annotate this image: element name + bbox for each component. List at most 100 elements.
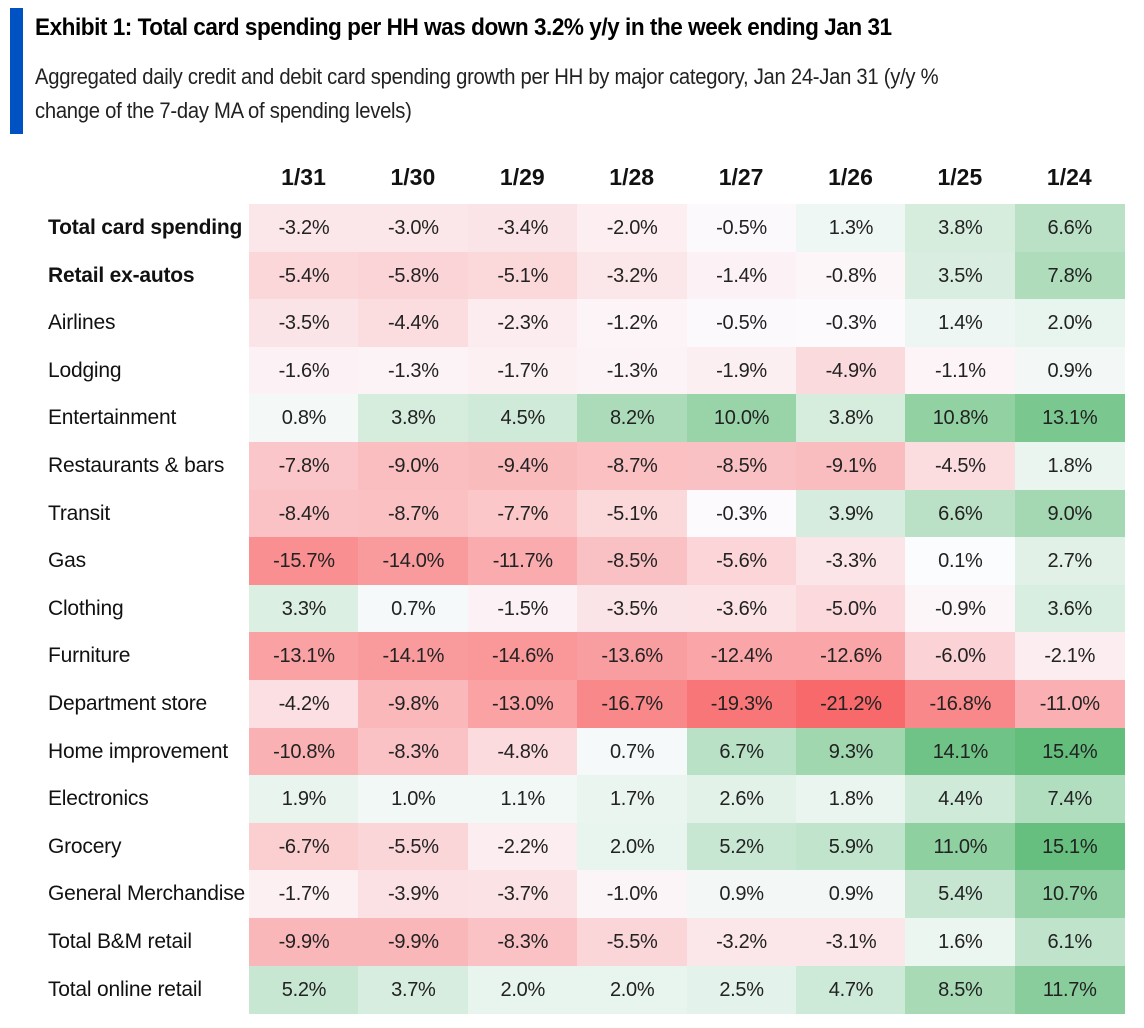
- row-label: Lodging: [48, 358, 122, 382]
- heatmap-cell: -3.6%: [686, 584, 797, 633]
- heatmap-cell: -1.9%: [686, 346, 797, 395]
- heatmap-cell: -0.5%: [686, 299, 797, 348]
- row-label: Total online retail: [48, 977, 202, 1001]
- heatmap-cell: -11.7%: [467, 537, 578, 586]
- column-header: 1/25: [937, 164, 983, 190]
- heatmap-cell: 1.4%: [905, 299, 1016, 348]
- heatmap-cell: -3.0%: [358, 204, 469, 252]
- heatmap-row: Clothing 3.3% 0.7% -1.5% -3.5% -3.6% -5.0% -0.9…: [0, 584, 1144, 633]
- heatmap-cell: 5.4%: [905, 870, 1016, 919]
- row-label: Entertainment: [48, 406, 177, 430]
- heatmap-row: Total online retail 5.2% 3.7% 2.0% 2.0% 2.5% 4…: [0, 965, 1144, 1014]
- row-label: Clothing: [48, 596, 124, 620]
- heatmap-cell: 2.0%: [467, 965, 578, 1014]
- heatmap-cell: 1.6%: [905, 918, 1016, 966]
- row-label: Home improvement: [48, 739, 229, 763]
- heatmap-cell: -8.5%: [577, 537, 688, 586]
- heatmap-cell: 0.7%: [358, 584, 469, 633]
- heatmap-cell: -2.0%: [577, 204, 688, 252]
- heatmap-cell: 2.6%: [686, 775, 797, 824]
- heatmap-cell: 6.7%: [686, 727, 797, 776]
- heatmap-cell: -13.0%: [467, 680, 578, 728]
- heatmap-cell: 0.9%: [796, 870, 906, 919]
- heatmap-cell: 10.8%: [905, 394, 1016, 443]
- heatmap-cell: 3.3%: [249, 584, 359, 633]
- heatmap-cell: -19.3%: [686, 680, 797, 728]
- heatmap-cell: 3.8%: [905, 204, 1016, 252]
- heatmap-cell: -0.3%: [796, 299, 906, 348]
- heatmap-cell: 3.8%: [796, 394, 906, 443]
- heatmap-cell: -3.1%: [796, 918, 906, 966]
- subtitle-line: Aggregated daily credit and debit card s…: [35, 64, 939, 89]
- heatmap-cell: -9.1%: [796, 442, 906, 490]
- heatmap-row: General Merchandise -1.7% -3.9% -3.7% -1.0% 0…: [0, 870, 1144, 919]
- heatmap-cell: -6.7%: [249, 822, 359, 871]
- heatmap-cell: -8.3%: [358, 727, 469, 776]
- heatmap-cell: -1.2%: [577, 299, 688, 348]
- chart-subtitle: Aggregated daily credit and debit card s…: [35, 60, 1144, 128]
- subtitle-line: change of the 7-day MA of spending level…: [35, 98, 412, 123]
- heatmap-cell: -11.0%: [1014, 680, 1125, 728]
- heatmap-cell: 1.8%: [796, 775, 906, 824]
- row-label: Department store: [48, 692, 208, 715]
- heatmap-cell: -3.5%: [249, 299, 359, 348]
- row-label: Transit: [48, 501, 110, 525]
- column-header: 1/24: [1046, 164, 1092, 190]
- heatmap-row: Electronics 1.9% 1.0% 1.1% 1.7% 2.6% 1.8% 4.4% 7…: [0, 775, 1144, 824]
- heatmap-cell: -5.1%: [467, 251, 578, 300]
- heatmap-cell: 8.2%: [577, 394, 688, 443]
- row-label: General Merchandise: [48, 882, 245, 906]
- heatmap-cell: 1.9%: [249, 775, 359, 824]
- heatmap-cell: -5.8%: [358, 251, 469, 300]
- heatmap-cell: -8.5%: [686, 442, 797, 490]
- column-header: 1/26: [828, 164, 873, 190]
- heatmap-cell: 10.0%: [686, 394, 797, 443]
- heatmap-cell: 3.7%: [358, 965, 469, 1014]
- heatmap-cell: 15.4%: [1014, 727, 1125, 776]
- heatmap-cell: -2.3%: [467, 299, 578, 348]
- heatmap-row: Transit -8.4% -8.7% -7.7% -5.1% -0.3% 3.9% 6.6%…: [0, 489, 1144, 538]
- heatmap-cell: -5.5%: [358, 822, 469, 871]
- column-header: 1/28: [609, 164, 655, 190]
- heatmap-cell: 2.7%: [1014, 537, 1125, 586]
- heatmap-cell: -0.5%: [686, 204, 797, 252]
- exhibit-accent-bar: [10, 8, 23, 134]
- heatmap-cell: -0.3%: [686, 489, 797, 538]
- heatmap-cell: -3.2%: [249, 204, 359, 252]
- heatmap-cell: -6.0%: [905, 632, 1016, 681]
- heatmap-cell: 3.8%: [358, 394, 469, 443]
- heatmap-cell: 2.0%: [1014, 299, 1125, 348]
- heatmap-cell: -4.2%: [249, 680, 359, 728]
- row-label: Grocery: [48, 834, 122, 858]
- row-label: Furniture: [48, 644, 131, 668]
- heatmap-cell: -5.0%: [796, 584, 906, 633]
- row-label: Retail ex-autos: [48, 263, 195, 287]
- row-label: Total B&M retail: [48, 930, 192, 953]
- column-header: 1/27: [718, 164, 764, 190]
- heatmap-cell: 1.7%: [577, 775, 688, 824]
- heatmap-cell: -10.8%: [249, 727, 359, 776]
- heatmap-cell: -7.7%: [467, 489, 578, 538]
- heatmap-cell: 1.3%: [796, 204, 906, 252]
- heatmap-cell: 11.0%: [905, 822, 1016, 871]
- heatmap-row: Home improvement -10.8% -8.3% -4.8% 0.7% 6.7%…: [0, 727, 1144, 776]
- heatmap-cell: -1.6%: [249, 346, 359, 395]
- heatmap-cell: -3.4%: [467, 204, 578, 252]
- heatmap-cell: -9.9%: [249, 918, 359, 966]
- heatmap-cell: 7.4%: [1014, 775, 1125, 824]
- row-label: Airlines: [48, 311, 116, 335]
- heatmap-row: Furniture -13.1% -14.1% -14.6% -13.6% -12.4% -…: [0, 632, 1144, 681]
- heatmap-cell: -1.4%: [686, 251, 797, 300]
- heatmap-cell: -9.9%: [358, 918, 469, 966]
- heatmap-cell: -2.1%: [1014, 632, 1125, 681]
- heatmap-cell: -3.7%: [467, 870, 578, 919]
- heatmap-cell: -1.0%: [577, 870, 688, 919]
- heatmap-cell: -12.4%: [686, 632, 797, 681]
- column-header: 1/31: [281, 164, 326, 190]
- heatmap-cell: -8.7%: [358, 489, 469, 538]
- chart-title: Exhibit 1: Total card spending per HH wa…: [35, 14, 892, 41]
- heatmap-cell: 3.9%: [796, 489, 906, 538]
- heatmap-cell: 1.0%: [358, 775, 469, 824]
- column-header: 1/30: [390, 164, 436, 190]
- heatmap-cell: -16.8%: [905, 680, 1016, 728]
